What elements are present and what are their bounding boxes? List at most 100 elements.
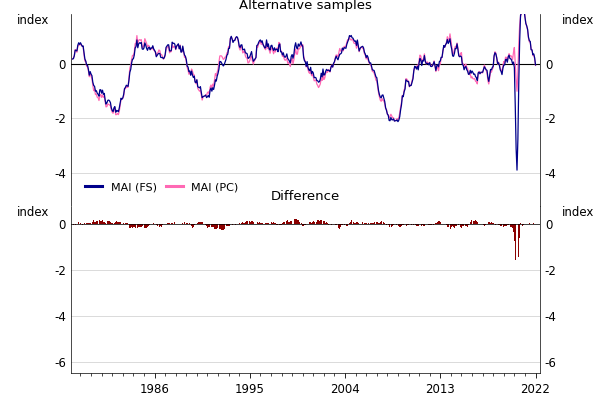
Bar: [291, 221, 292, 224]
Bar: [486, 222, 488, 224]
Bar: [119, 222, 120, 224]
Bar: [214, 224, 215, 229]
Bar: [502, 224, 503, 226]
Bar: [506, 224, 507, 226]
Bar: [330, 224, 331, 225]
Bar: [106, 221, 107, 224]
Bar: [266, 223, 267, 224]
Bar: [97, 221, 98, 224]
Bar: [303, 224, 304, 226]
Bar: [355, 223, 356, 224]
Bar: [430, 224, 431, 226]
Bar: [103, 222, 104, 224]
Bar: [116, 221, 117, 224]
Bar: [475, 220, 476, 224]
Bar: [351, 220, 352, 224]
Bar: [325, 223, 326, 224]
Bar: [493, 223, 494, 224]
Bar: [370, 223, 371, 224]
Bar: [218, 224, 220, 230]
Bar: [131, 224, 132, 227]
Bar: [393, 224, 394, 225]
Bar: [457, 224, 458, 225]
Bar: [112, 223, 113, 224]
Bar: [173, 222, 174, 224]
Bar: [285, 221, 287, 224]
Bar: [259, 222, 260, 224]
Bar: [340, 224, 341, 227]
Bar: [210, 224, 212, 227]
Bar: [438, 221, 439, 224]
Bar: [391, 224, 392, 227]
Bar: [518, 224, 519, 257]
Bar: [307, 223, 308, 224]
Bar: [145, 224, 146, 228]
Bar: [299, 222, 300, 224]
Bar: [192, 224, 193, 228]
Bar: [511, 224, 512, 227]
Bar: [310, 222, 311, 224]
Bar: [317, 220, 318, 224]
Text: index: index: [17, 14, 49, 27]
Bar: [371, 223, 372, 224]
Bar: [281, 224, 282, 225]
Bar: [324, 222, 325, 224]
Bar: [392, 224, 393, 226]
Bar: [499, 224, 500, 225]
Bar: [311, 223, 312, 224]
Bar: [191, 224, 192, 226]
Bar: [379, 222, 380, 224]
Bar: [498, 224, 499, 225]
Bar: [349, 223, 350, 224]
Bar: [421, 224, 422, 226]
Bar: [283, 222, 284, 224]
Bar: [246, 221, 247, 224]
Bar: [364, 223, 365, 224]
Bar: [117, 222, 118, 224]
Bar: [273, 222, 274, 224]
Bar: [358, 223, 359, 224]
Bar: [400, 224, 401, 227]
Bar: [374, 222, 375, 224]
Bar: [142, 224, 143, 226]
Bar: [245, 222, 246, 224]
Bar: [350, 222, 351, 224]
Bar: [95, 222, 96, 224]
Bar: [139, 224, 140, 227]
Bar: [232, 224, 234, 225]
Bar: [357, 222, 358, 224]
Bar: [252, 221, 253, 224]
Bar: [89, 223, 90, 224]
Bar: [197, 223, 198, 224]
Bar: [413, 224, 414, 225]
Bar: [137, 224, 138, 228]
Bar: [452, 224, 453, 226]
Bar: [323, 221, 324, 224]
Bar: [94, 222, 95, 224]
Bar: [529, 223, 530, 224]
Bar: [206, 224, 207, 226]
Bar: [88, 223, 89, 224]
Bar: [446, 224, 447, 225]
Bar: [440, 222, 441, 224]
Bar: [260, 223, 261, 224]
Bar: [468, 224, 469, 225]
Bar: [73, 224, 74, 225]
Bar: [500, 224, 501, 226]
Bar: [213, 224, 214, 227]
Bar: [159, 224, 161, 227]
Bar: [114, 223, 115, 224]
Bar: [377, 222, 378, 224]
Bar: [478, 224, 480, 225]
Bar: [199, 222, 200, 224]
Bar: [134, 224, 135, 227]
Bar: [162, 224, 163, 225]
Bar: [368, 223, 369, 224]
Bar: [296, 219, 297, 224]
Bar: [76, 223, 77, 224]
Bar: [105, 223, 106, 224]
Bar: [80, 223, 81, 224]
Bar: [424, 224, 425, 226]
Bar: [272, 223, 273, 224]
Bar: [326, 222, 327, 224]
